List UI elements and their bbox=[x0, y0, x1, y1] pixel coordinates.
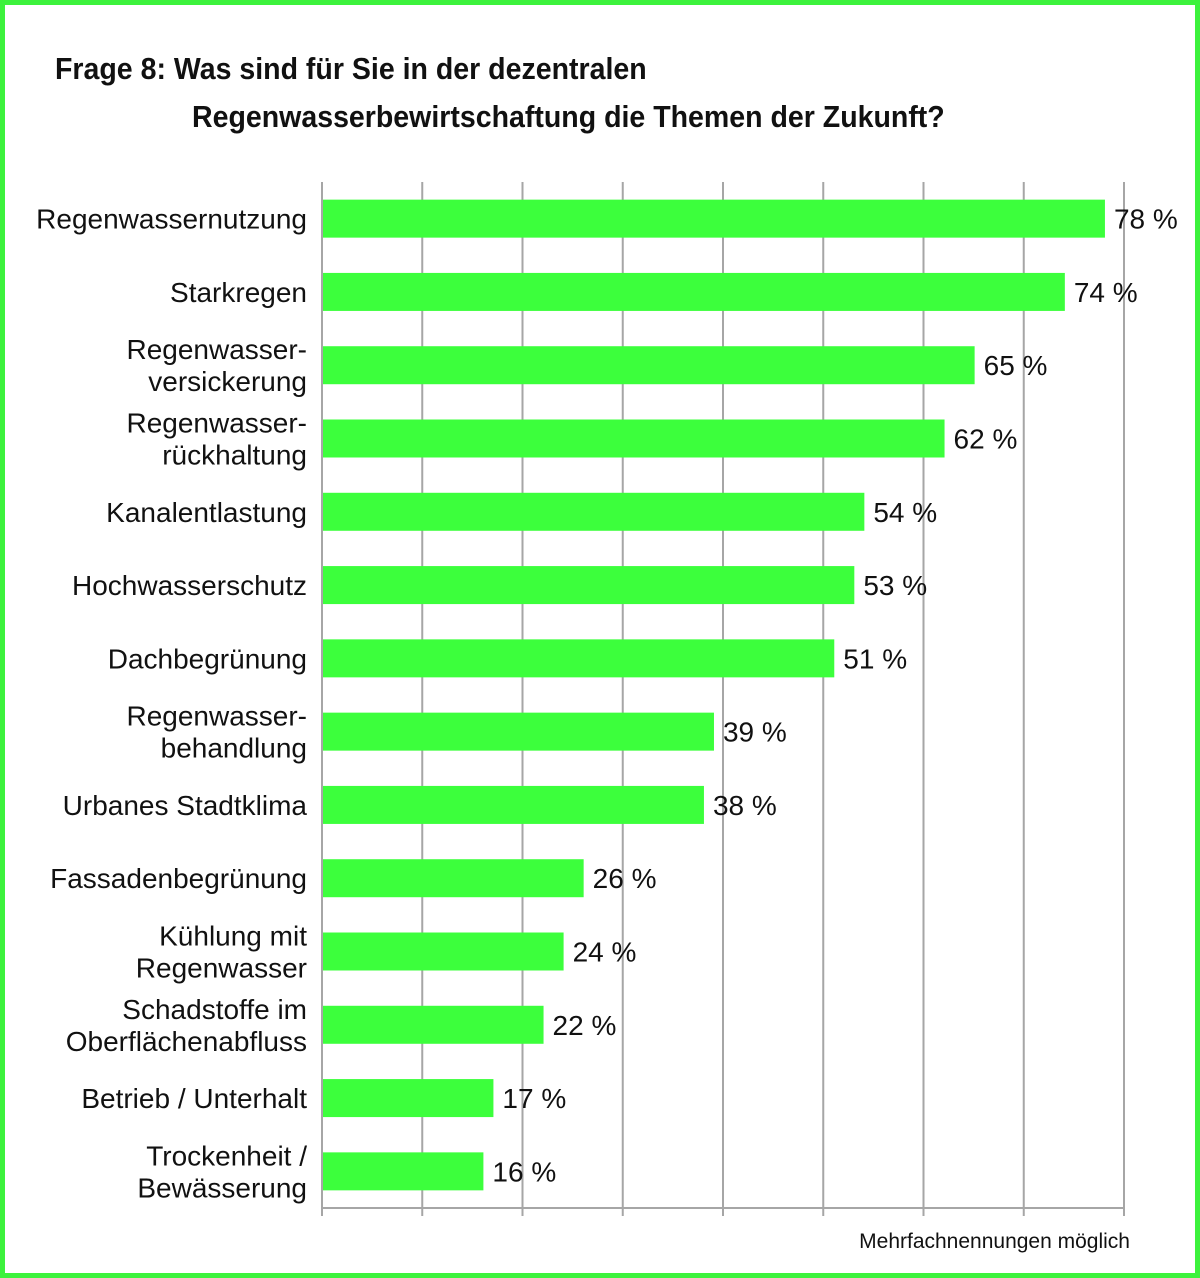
category-label: Regenwasser- bbox=[126, 701, 307, 732]
value-label: 17 % bbox=[502, 1083, 566, 1114]
bar bbox=[323, 419, 945, 458]
category-label: Fassadenbegrünung bbox=[50, 863, 307, 894]
bar bbox=[323, 785, 704, 824]
category-label: behandlung bbox=[161, 733, 307, 764]
value-label: 78 % bbox=[1114, 204, 1178, 235]
value-label: 65 % bbox=[984, 350, 1048, 381]
category-label: Kanalentlastung bbox=[106, 497, 307, 528]
bar bbox=[323, 639, 835, 678]
value-label: 26 % bbox=[593, 863, 657, 894]
value-label: 54 % bbox=[873, 497, 937, 528]
category-label: Kühlung mit bbox=[159, 921, 307, 952]
bar bbox=[323, 566, 855, 605]
category-label: Schadstoffe im bbox=[122, 994, 307, 1025]
bar bbox=[323, 199, 1105, 238]
value-label: 51 % bbox=[843, 643, 907, 674]
bar bbox=[323, 932, 564, 971]
value-label: 39 % bbox=[723, 717, 787, 748]
bar bbox=[323, 1079, 494, 1118]
value-label: 74 % bbox=[1074, 277, 1138, 308]
value-label: 53 % bbox=[863, 570, 927, 601]
category-label: Regenwasser- bbox=[126, 408, 307, 439]
value-label: 62 % bbox=[954, 424, 1018, 455]
category-label: Starkregen bbox=[170, 277, 307, 308]
bar bbox=[323, 272, 1065, 311]
category-label: Urbanes Stadtklima bbox=[63, 790, 308, 821]
bar bbox=[323, 346, 975, 385]
value-label: 24 % bbox=[573, 937, 637, 968]
bar bbox=[323, 712, 714, 751]
category-label: Regenwassernutzung bbox=[36, 204, 307, 235]
category-label: versickerung bbox=[148, 366, 307, 397]
chart-title-line-1: Frage 8: Was sind für Sie in der dezentr… bbox=[55, 51, 647, 86]
value-label: 16 % bbox=[492, 1156, 556, 1187]
category-label: Hochwasserschutz bbox=[72, 570, 307, 601]
category-label: Betrieb / Unterhalt bbox=[81, 1083, 307, 1114]
category-label: Dachbegrünung bbox=[108, 643, 307, 674]
footnote-multiple-answers: Mehrfachnennungen möglich bbox=[859, 1230, 1130, 1253]
bar bbox=[323, 1152, 484, 1191]
category-label: Bewässerung bbox=[137, 1172, 307, 1203]
value-label: 22 % bbox=[553, 1010, 617, 1041]
category-label: rückhaltung bbox=[162, 440, 307, 471]
bar bbox=[323, 859, 584, 898]
chart-title-line-2: Regenwasserbewirtschaftung die Themen de… bbox=[192, 99, 945, 134]
value-label: 38 % bbox=[713, 790, 777, 821]
bar bbox=[323, 492, 865, 531]
category-label: Trockenheit / bbox=[146, 1140, 307, 1171]
bar bbox=[323, 1005, 544, 1044]
category-label: Regenwasser- bbox=[126, 334, 307, 365]
category-label: Regenwasser bbox=[136, 953, 307, 984]
category-label: Oberflächenabfluss bbox=[66, 1026, 307, 1057]
